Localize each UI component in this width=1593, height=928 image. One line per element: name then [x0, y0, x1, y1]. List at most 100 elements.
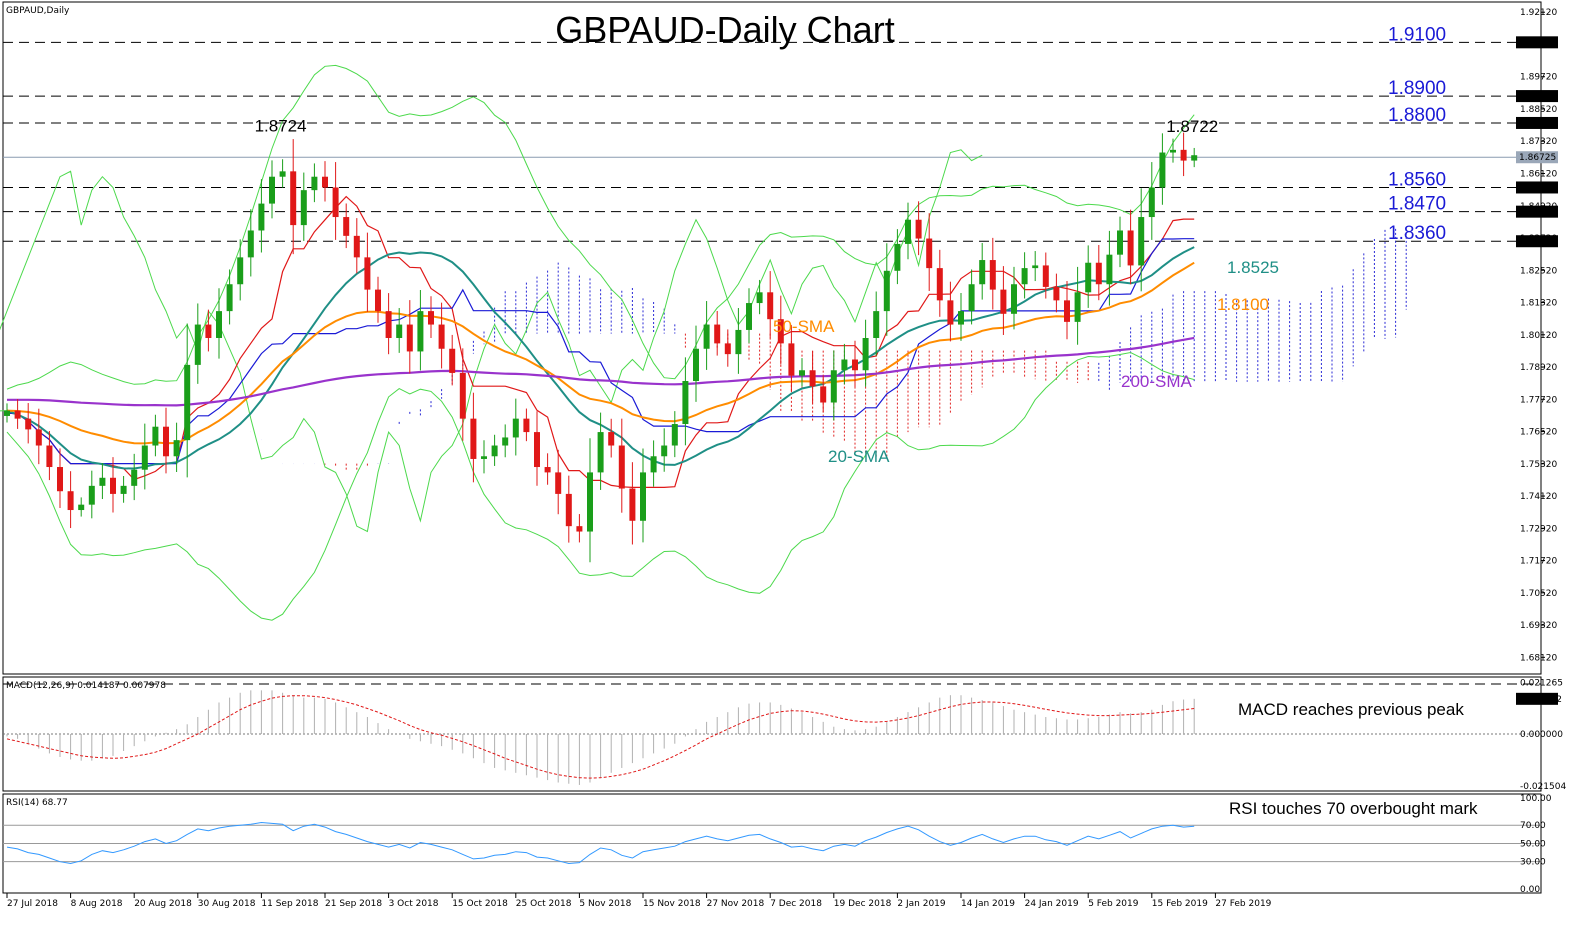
bollinger-lower: [6, 351, 1195, 621]
candle-body: [852, 359, 858, 371]
date-tick-label: 27 Nov 2018: [707, 899, 765, 909]
kijun-line: [6, 238, 1195, 465]
sma-50-line: [6, 261, 1195, 445]
price-tick-label: 1.87320: [1520, 137, 1557, 147]
date-tick-label: 27 Feb 2019: [1215, 899, 1271, 909]
sma-200-line: [7, 336, 1195, 407]
rsi-indicator: 100.00 70.00 50.00 30.00 0.00: [3, 794, 1552, 895]
candle-body: [194, 324, 201, 365]
date-tick-label: 30 Aug 2018: [198, 899, 256, 909]
price-tick-label: 1.92120: [1520, 8, 1557, 18]
date-tick-label: 11 Sep 2018: [261, 899, 318, 909]
chart-title: GBPAUD-Daily Chart: [555, 9, 894, 50]
level-axis-tag: [1516, 235, 1558, 248]
date-tick-label: 27 Jul 2018: [7, 899, 58, 909]
candle-body: [322, 176, 328, 188]
date-tick-label: 15 Oct 2018: [452, 899, 508, 909]
candle-body: [1095, 262, 1102, 285]
candle-body: [353, 235, 360, 258]
candle-body: [799, 370, 805, 376]
candle-body: [205, 324, 212, 338]
rsi-tick-label: 70.00: [1520, 821, 1546, 831]
price-tick-label: 1.70520: [1520, 589, 1557, 599]
candle-body: [523, 418, 530, 433]
candle-body: [1148, 187, 1155, 218]
peak-label: 1.8724: [255, 116, 307, 135]
date-tick-label: 20 Aug 2018: [134, 899, 192, 909]
candle-body: [862, 338, 869, 371]
candle-body: [555, 472, 562, 494]
candle-body: [1159, 152, 1166, 188]
level-axis-tag: [1516, 90, 1558, 103]
price-tick-label: 1.72920: [1520, 524, 1557, 534]
date-tick-label: 15 Nov 2018: [643, 899, 701, 909]
level-axis-tag: [1516, 181, 1558, 194]
candle-body: [14, 410, 21, 419]
candle-body: [226, 284, 233, 312]
date-tick-label: 7 Dec 2018: [770, 899, 822, 909]
candle-body: [1021, 268, 1028, 285]
candle-body: [269, 176, 275, 204]
price-tick-label: 1.71720: [1520, 557, 1557, 567]
level-axis-value: 1.89000: [1519, 92, 1556, 102]
date-tick-label: 19 Dec 2018: [834, 899, 892, 909]
candle-body: [1053, 286, 1060, 301]
candle-body: [979, 260, 986, 285]
candle-body: [99, 477, 106, 486]
series-label: 1.8100: [1217, 295, 1269, 314]
candle-body: [46, 445, 53, 468]
level-label: 1.8470: [1388, 194, 1446, 215]
candle-body: [88, 485, 95, 505]
candle-body: [406, 324, 413, 352]
series-label: 200-SMA: [1121, 372, 1193, 391]
date-tick-label: 8 Aug 2018: [71, 899, 123, 909]
candle-body: [873, 311, 880, 338]
macd-tick-label: -0.021504: [1520, 782, 1566, 792]
price-tick-label: 1.75320: [1520, 460, 1557, 470]
candle-body: [650, 456, 657, 473]
price-axis: 1.91000 1.89000 1.88000 1.85600 1.84700 1.836…: [1516, 8, 1558, 663]
candle-body: [417, 311, 424, 352]
candle-body: [1085, 262, 1092, 293]
price-tick-label: 1.90920: [1520, 40, 1557, 50]
rsi-tick-label: 0.00: [1520, 885, 1540, 895]
candle-body: [364, 257, 371, 290]
candle-body: [1138, 217, 1145, 266]
candle-body: [163, 426, 169, 457]
candle-body: [173, 440, 180, 457]
candle-body: [809, 370, 816, 387]
candle-body: [576, 526, 583, 532]
price-tick-label: 1.83720: [1520, 234, 1557, 244]
candle-body: [1074, 292, 1081, 322]
date-tick-label: 3 Oct 2018: [389, 899, 439, 909]
rsi-line: [6, 821, 1195, 865]
level-axis-tag: [1516, 116, 1558, 129]
candle-body: [788, 343, 795, 376]
candle-body: [25, 418, 32, 430]
level-axis-tag: [1516, 36, 1558, 49]
rsi-tick-label: 30.00: [1520, 858, 1546, 868]
candle-body: [883, 270, 890, 312]
price-tick-label: 1.74120: [1520, 492, 1557, 502]
candle-body: [1191, 155, 1198, 161]
candle-body: [968, 284, 975, 312]
candle-body: [915, 219, 922, 239]
support-resistance-levels: 1.9100 1.8900 1.8800 1.8560 1.8470 1.8360: [3, 24, 1541, 244]
date-tick-label: 24 Jan 2019: [1025, 899, 1079, 909]
candle-body: [629, 488, 636, 521]
candle-body: [470, 418, 477, 459]
candle-body: [830, 370, 837, 403]
level-label: 1.8800: [1388, 105, 1446, 126]
candle-body: [78, 504, 85, 511]
candle-body: [449, 348, 456, 373]
peak-label: 1.8722: [1166, 117, 1218, 136]
candle-body: [67, 491, 74, 511]
candle-body: [438, 324, 445, 349]
candle-body: [152, 426, 159, 446]
candle-body: [1064, 300, 1070, 322]
candle-body: [905, 219, 911, 244]
candle-body: [110, 477, 116, 494]
level-label: 1.8360: [1388, 223, 1446, 244]
date-tick-label: 25 Oct 2018: [516, 899, 572, 909]
candle-body: [724, 343, 731, 355]
